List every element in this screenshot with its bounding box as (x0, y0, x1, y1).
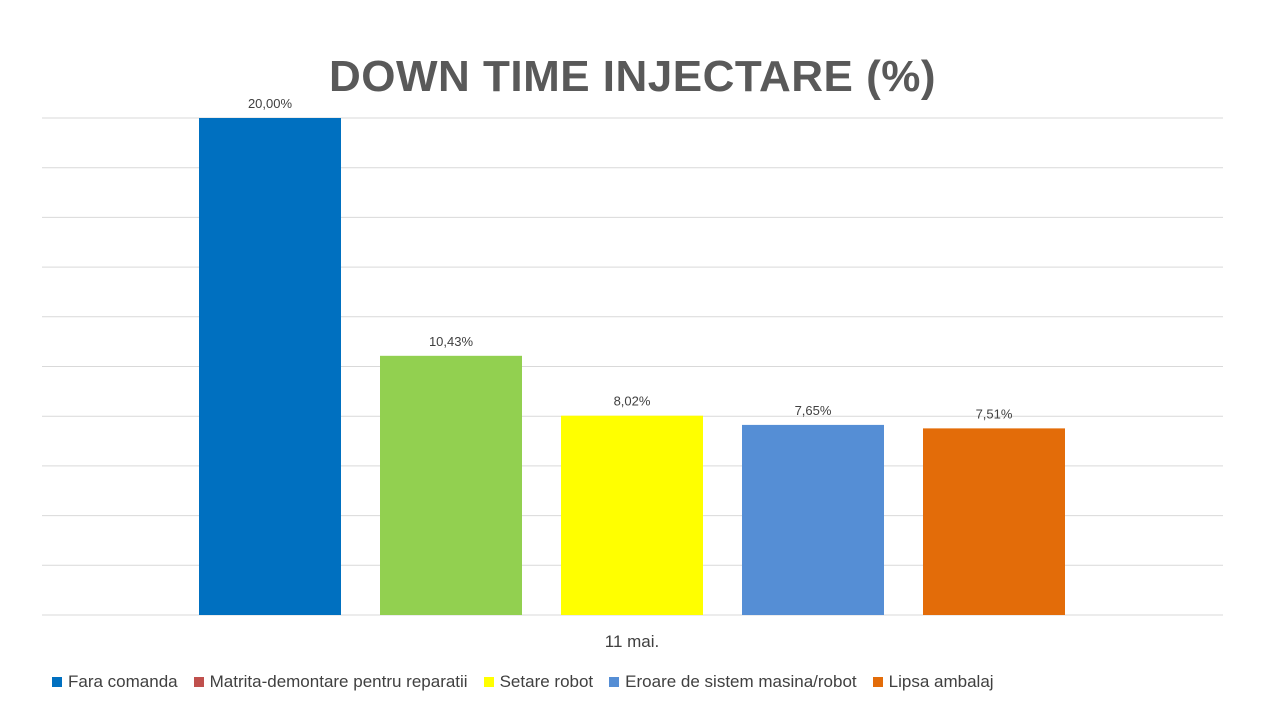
legend-item: Eroare de sistem masina/robot (609, 672, 857, 692)
legend-item: Setare robot (483, 672, 594, 692)
bars (199, 118, 1065, 615)
bar-value-label: 8,02% (614, 394, 651, 409)
legend-item: Matrita-demontare pentru reparatii (193, 672, 468, 692)
bar-value-label: 10,43% (429, 334, 474, 349)
legend-label: Matrita-demontare pentru reparatii (209, 672, 468, 691)
bar (923, 428, 1065, 615)
legend-label: Lipsa ambalaj (888, 672, 994, 691)
legend-swatch (609, 677, 620, 687)
legend-item: Fara comanda (52, 672, 178, 692)
legend: Fara comanda Matrita-demontare pentru rep… (52, 672, 1010, 692)
bar (561, 415, 703, 615)
legend-label: Eroare de sistem masina/robot (625, 672, 857, 691)
bar-value-label: 7,65% (795, 403, 832, 418)
legend-swatch (872, 677, 883, 687)
legend-swatch (52, 677, 62, 687)
bar (199, 118, 341, 615)
bar (742, 424, 884, 615)
bar-value-label: 20,00% (248, 96, 293, 111)
data-labels: 20,00% 10,43% 8,02% 7,65% 7,51% (248, 96, 1013, 421)
legend-swatch (193, 677, 204, 687)
bar-value-label: 7,51% (976, 406, 1013, 421)
legend-swatch (483, 677, 494, 687)
legend-item: Lipsa ambalaj (872, 672, 994, 692)
legend-label: Fara comanda (68, 672, 178, 691)
legend-label: Setare robot (499, 672, 594, 691)
x-tick-label: 11 mai. (605, 632, 660, 651)
bar (380, 355, 522, 615)
x-axis: 11 mai. (605, 632, 660, 651)
chart-title: DOWN TIME INJECTARE (%) (328, 52, 937, 101)
